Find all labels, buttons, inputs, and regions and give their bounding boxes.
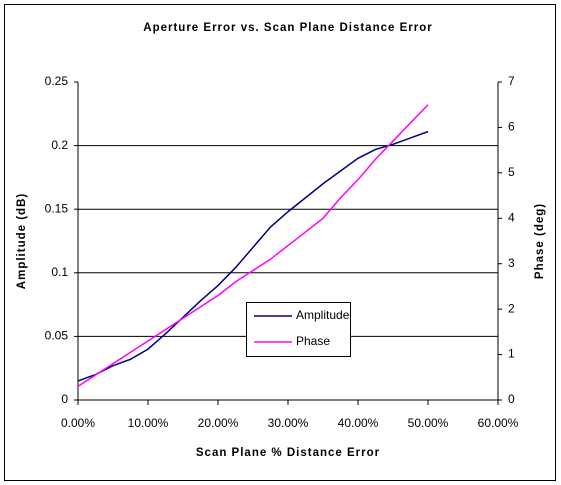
series-line	[77, 104, 429, 388]
y-tick-label: 0.1	[51, 265, 68, 279]
y-tick-label: 0.2	[51, 138, 68, 152]
x-tick-label: 60.00%	[478, 416, 519, 430]
y2-tick-label: 2	[508, 301, 515, 315]
y-axis-label: Amplitude (dB)	[16, 193, 28, 289]
y-tick-label: 0.05	[45, 329, 69, 343]
x-tick-label: 20.00%	[198, 416, 239, 430]
series-line	[77, 130, 429, 382]
y2-tick-label: 5	[508, 165, 515, 179]
y2-tick-label: 1	[508, 347, 515, 361]
y2-axis-label: Phase (deg)	[534, 203, 546, 279]
x-tick-label: 30.00%	[268, 416, 309, 430]
legend-label: Phase	[296, 334, 330, 348]
y2-tick-label: 7	[508, 74, 515, 88]
legend-box	[246, 302, 351, 357]
x-axis-label: Scan Plane % Distance Error	[196, 447, 380, 459]
y-tick-label: 0	[61, 392, 68, 406]
y2-tick-label: 3	[508, 256, 515, 270]
y2-tick-label: 4	[508, 210, 515, 224]
x-tick-label: 0.00%	[61, 416, 95, 430]
legend-label: Amplitude	[296, 308, 350, 322]
chart-title: Aperture Error vs. Scan Plane Distance E…	[143, 22, 432, 34]
y-tick-label: 0.15	[45, 201, 69, 215]
y2-tick-label: 0	[508, 392, 515, 406]
x-tick-label: 50.00%	[408, 416, 449, 430]
y2-tick-label: 6	[508, 120, 515, 134]
x-tick-label: 10.00%	[128, 416, 169, 430]
y-tick-label: 0.25	[45, 74, 69, 88]
chart-border	[4, 4, 556, 481]
x-tick-label: 40.00%	[338, 416, 379, 430]
